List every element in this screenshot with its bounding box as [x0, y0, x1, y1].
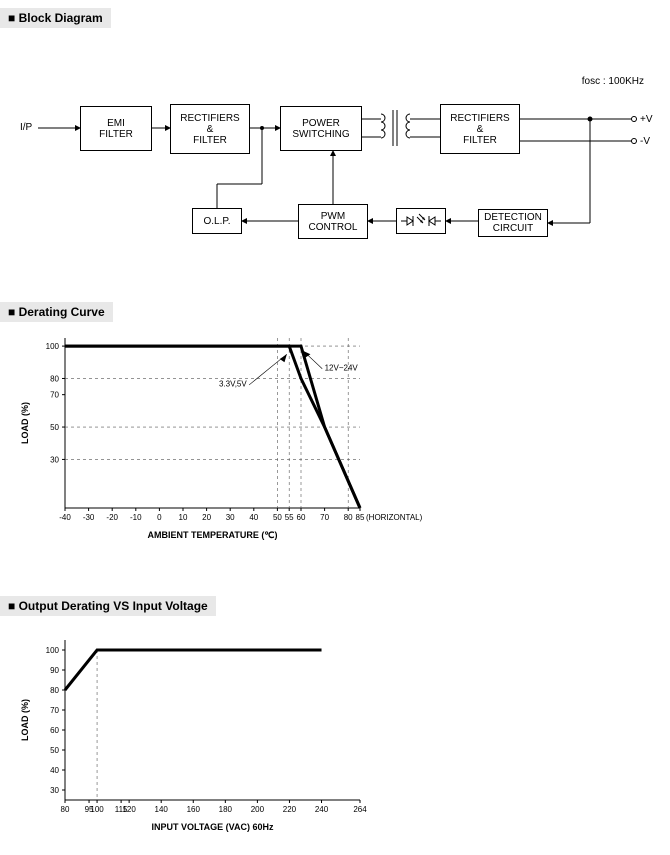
svg-text:70: 70	[50, 391, 59, 400]
output-derating-chart: 3040506070809010080951001151201401601802…	[10, 630, 670, 855]
ip-label: I/P	[20, 122, 32, 133]
svg-text:12V~24V: 12V~24V	[325, 363, 359, 372]
opto-icon	[399, 211, 443, 231]
svg-text:80: 80	[61, 805, 70, 814]
svg-text:50: 50	[50, 746, 59, 755]
svg-text:-20: -20	[106, 513, 118, 522]
derating-curve-svg: 30507080100-40-30-20-1001020304050556070…	[10, 328, 430, 558]
svg-text:240: 240	[315, 805, 329, 814]
svg-text:160: 160	[187, 805, 201, 814]
section-derating-curve-title: Derating Curve	[0, 302, 113, 322]
svg-text:70: 70	[50, 706, 59, 715]
svg-text:3.3V,5V: 3.3V,5V	[219, 380, 247, 389]
svg-text:-30: -30	[83, 513, 95, 522]
svg-text:80: 80	[50, 686, 59, 695]
section-output-derating-title: Output Derating VS Input Voltage	[0, 596, 216, 616]
svg-text:90: 90	[50, 666, 59, 675]
svg-text:30: 30	[50, 455, 59, 464]
block-pwm: PWM CONTROL	[298, 204, 368, 239]
svg-text:-40: -40	[59, 513, 71, 522]
svg-text:60: 60	[50, 726, 59, 735]
svg-text:-10: -10	[130, 513, 142, 522]
svg-text:140: 140	[155, 805, 169, 814]
output-derating-svg: 3040506070809010080951001151201401601802…	[10, 630, 410, 855]
derating-curve-chart: 30507080100-40-30-20-1001020304050556070…	[10, 328, 670, 558]
svg-text:20: 20	[202, 513, 211, 522]
svg-text:264: 264	[353, 805, 367, 814]
block-emi-text: EMI FILTER	[99, 118, 133, 140]
svg-text:30: 30	[226, 513, 235, 522]
minus-v-label: -V	[640, 136, 650, 147]
block-rect1-text: RECTIFIERS & FILTER	[180, 113, 239, 146]
svg-text:AMBIENT TEMPERATURE (℃): AMBIENT TEMPERATURE (℃)	[148, 530, 278, 540]
svg-text:10: 10	[179, 513, 188, 522]
svg-text:LOAD (%): LOAD (%)	[20, 699, 30, 741]
svg-text:220: 220	[283, 805, 297, 814]
svg-text:50: 50	[273, 513, 282, 522]
svg-text:80: 80	[344, 513, 353, 522]
svg-text:120: 120	[122, 805, 136, 814]
svg-text:30: 30	[50, 786, 59, 795]
svg-text:100: 100	[46, 342, 60, 351]
svg-text:LOAD (%): LOAD (%)	[20, 402, 30, 444]
block-diagram-container: fosc : 100KHz I/P EMI FILTER RECTIFIERS …	[0, 34, 670, 266]
block-power-sw-text: POWER SWITCHING	[292, 118, 349, 140]
block-rect2: RECTIFIERS & FILTER	[440, 104, 520, 154]
block-rect1: RECTIFIERS & FILTER	[170, 104, 250, 154]
block-olp: O.L.P.	[192, 208, 242, 234]
svg-text:0: 0	[157, 513, 162, 522]
svg-text:180: 180	[219, 805, 233, 814]
block-detection: DETECTION CIRCUIT	[478, 209, 548, 237]
svg-text:100: 100	[90, 805, 104, 814]
block-rect2-text: RECTIFIERS & FILTER	[450, 113, 509, 146]
svg-text:100: 100	[46, 646, 60, 655]
section-block-diagram-title: Block Diagram	[0, 8, 111, 28]
svg-text:200: 200	[251, 805, 265, 814]
svg-text:INPUT VOLTAGE (VAC) 60Hz: INPUT VOLTAGE (VAC) 60Hz	[151, 822, 274, 832]
fosc-label: fosc : 100KHz	[582, 76, 644, 87]
svg-text:55: 55	[285, 513, 294, 522]
block-opto	[396, 208, 446, 234]
svg-text:50: 50	[50, 423, 59, 432]
svg-text:70: 70	[320, 513, 329, 522]
block-power-sw: POWER SWITCHING	[280, 106, 362, 151]
svg-text:60: 60	[297, 513, 306, 522]
block-detection-text: DETECTION CIRCUIT	[484, 212, 542, 234]
svg-text:80: 80	[50, 374, 59, 383]
block-pwm-text: PWM CONTROL	[309, 211, 358, 233]
svg-text:(HORIZONTAL): (HORIZONTAL)	[366, 513, 423, 522]
svg-text:85: 85	[356, 513, 365, 522]
plus-v-label: +V	[640, 114, 653, 125]
svg-text:40: 40	[249, 513, 258, 522]
svg-text:40: 40	[50, 766, 59, 775]
block-olp-text: O.L.P.	[203, 216, 230, 227]
block-emi: EMI FILTER	[80, 106, 152, 151]
